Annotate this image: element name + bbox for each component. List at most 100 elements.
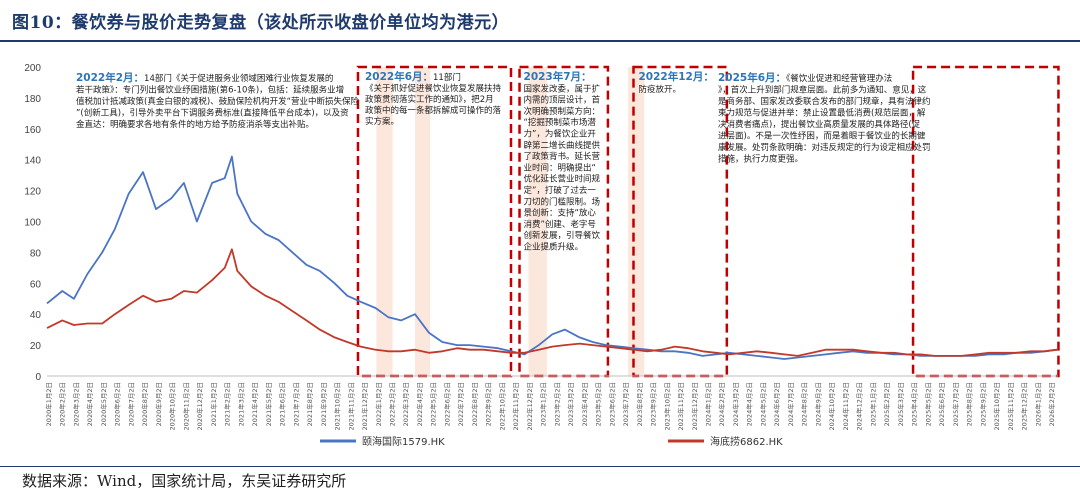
source-divider <box>0 466 1080 467</box>
y-tick-label: 160 <box>24 125 41 136</box>
y-tick-label: 20 <box>30 341 42 352</box>
x-tick-label: 2022年9月2日 <box>484 382 493 426</box>
x-tick-label: 2022年5月2日 <box>429 382 438 426</box>
y-tick-label: 100 <box>24 218 41 229</box>
legend-label: 海底捞6862.HK <box>710 435 783 448</box>
x-tick-label: 2023年1月2日 <box>539 382 548 426</box>
x-tick-label: 2025年6月2日 <box>937 382 946 426</box>
x-tick-label: 2021年12月2日 <box>360 382 369 430</box>
x-tick-label: 2023年11月2日 <box>676 382 685 430</box>
annotation-2023-07: 2023年7月：国家发改委，属于扩内需的顶层设计，首次明确预制菜方向：“挖掘预制… <box>524 70 601 253</box>
x-tick-label: 2024年8月2日 <box>800 382 809 426</box>
svg-text:2025年6月：《餐饮业促进和经营管理办法》，首次上升到部门: 2025年6月：《餐饮业促进和经营管理办法》，首次上升到部门规章层面。此前多为通… <box>718 71 931 165</box>
x-tick-label: 2025年8月2日 <box>965 382 974 426</box>
x-tick-label: 2025年4月2日 <box>910 382 919 426</box>
annotation-2022-06: 2022年6月：11部门《关于抓好促进餐饮业恢复发展扶持政策贯彻落实工作的通知》… <box>365 70 502 127</box>
x-tick-label: 2024年2月2日 <box>717 382 726 426</box>
x-tick-label: 2020年6月2日 <box>113 382 122 426</box>
x-tick-label: 2020年7月2日 <box>126 382 135 426</box>
svg-text:2022年12月：防疫放开。: 2022年12月：防疫放开。 <box>638 70 713 95</box>
x-tick-label: 2025年11月2日 <box>1006 382 1015 430</box>
x-tick-label: 2020年3月2日 <box>71 382 80 426</box>
x-tick-label: 2021年11月2日 <box>346 382 355 430</box>
x-tick-label: 2021年3月2日 <box>236 382 245 426</box>
highlight-band <box>376 67 393 376</box>
x-tick-label: 2025年9月2日 <box>978 382 987 426</box>
x-tick-label: 2022年11月2日 <box>511 382 520 430</box>
x-tick-label: 2021年1月2日 <box>209 382 218 426</box>
x-tick-label: 2023年6月2日 <box>607 382 616 426</box>
svg-text:2023年7月：国家发改委，属于扩内需的顶层设计，首次明确预: 2023年7月：国家发改委，属于扩内需的顶层设计，首次明确预制菜方向：“挖掘预制… <box>524 70 601 253</box>
x-tick-label: 2022年10月2日 <box>497 382 506 430</box>
x-tick-label: 2020年1月2日 <box>44 382 53 426</box>
y-tick-label: 200 <box>24 63 41 74</box>
x-tick-label: 2023年3月2日 <box>566 382 575 426</box>
y-tick-label: 180 <box>24 94 41 105</box>
x-tick-label: 2023年2月2日 <box>552 382 561 426</box>
x-tick-label: 2024年4月2日 <box>745 382 754 426</box>
legend-label: 颐海国际1579.HK <box>362 435 445 448</box>
x-tick-label: 2021年2月2日 <box>223 382 232 426</box>
x-tick-label: 2023年7月2日 <box>621 382 630 426</box>
x-tick-label: 2021年8月2日 <box>305 382 314 426</box>
annotation-2022-02: 2022年2月：14部门《关于促进服务业领域困难行业恢复发展的若干政策》：专门列… <box>76 71 360 130</box>
x-tick-label: 2023年4月2日 <box>580 382 589 426</box>
x-tick-label: 2023年10月2日 <box>662 382 671 430</box>
x-tick-label: 2025年2月2日 <box>882 382 891 426</box>
x-tick-label: 2020年10月2日 <box>168 382 177 430</box>
x-tick-label: 2025年3月2日 <box>896 382 905 426</box>
x-tick-label: 2022年4月2日 <box>415 382 424 426</box>
x-tick-label: 2021年6月2日 <box>278 382 287 426</box>
x-tick-label: 2024年5月2日 <box>758 382 767 426</box>
annotation-box <box>911 65 1060 378</box>
highlight-band <box>528 67 547 376</box>
axes: 0 20 40 60 80 100 120 140 160 180 200 <box>24 63 1058 383</box>
series-lines <box>46 155 1058 360</box>
x-tick-label: 2024年7月2日 <box>786 382 795 426</box>
x-tick-label: 2021年4月2日 <box>250 382 259 426</box>
x-tick-label: 2020年4月2日 <box>85 382 94 426</box>
x-tick-label: 2022年8月2日 <box>470 382 479 426</box>
y-tick-label: 140 <box>24 156 41 167</box>
x-tick-label: 2022年1月2日 <box>374 382 383 426</box>
x-tick-label: 2024年6月2日 <box>772 382 781 426</box>
x-tick-label: 2022年3月2日 <box>401 382 410 426</box>
y-tick-label: 40 <box>30 310 42 321</box>
annotation-box <box>632 65 729 378</box>
title-divider <box>0 40 1080 42</box>
x-tick-label: 2026年1月2日 <box>1033 382 1042 426</box>
x-tick-label: 2025年1月2日 <box>868 382 877 426</box>
x-tick-label: 2025年5月2日 <box>923 382 932 426</box>
highlight-band <box>414 67 431 376</box>
x-tick-label: 2025年12月2日 <box>1020 382 1029 430</box>
x-tick-label: 2020年11月2日 <box>181 382 190 430</box>
data-source: 数据来源：Wind，国家统计局，东吴证券研究所 <box>22 472 347 490</box>
x-tick-label: 2020年8月2日 <box>140 382 149 426</box>
x-tick-label: 2020年12月2日 <box>195 382 204 430</box>
svg-text:2022年2月：14部门《关于促进服务业领域困难行业恢复发展: 2022年2月：14部门《关于促进服务业领域困难行业恢复发展的若干政策》：专门列… <box>76 71 360 130</box>
x-tick-label: 2020年5月2日 <box>99 382 108 426</box>
x-tick-label: 2021年7月2日 <box>291 382 300 426</box>
x-tick-label: 2024年9月2日 <box>813 382 822 426</box>
x-tick-label: 2020年2月2日 <box>58 382 67 426</box>
x-tick-label: 2024年3月2日 <box>731 382 740 426</box>
x-tick-label: 2022年12月2日 <box>525 382 534 430</box>
annotation-2025-06: 2025年6月：《餐饮业促进和经营管理办法》，首次上升到部门规章层面。此前多为通… <box>718 71 931 165</box>
x-tick-label: 2023年9月2日 <box>649 382 658 426</box>
x-tick-label: 2025年7月2日 <box>951 382 960 426</box>
x-tick-labels: 2020年1月2日 2020年2月2日 2020年3月2日 2020年4月2日 2020… <box>44 382 1056 430</box>
x-tick-label: 2024年10月2日 <box>827 382 836 430</box>
x-tick-label: 2022年6月2日 <box>442 382 451 426</box>
y-tick-label: 60 <box>30 279 42 290</box>
annotation-2022-12: 2022年12月：防疫放开。 <box>638 70 713 95</box>
x-tick-label: 2021年9月2日 <box>319 382 328 426</box>
x-tick-label: 2024年1月2日 <box>704 382 713 426</box>
annotations: 2022年6月：11部门《关于抓好促进餐饮业恢复发展扶持政策贯彻落实工作的通知》… <box>76 70 931 253</box>
y-tick-label: 0 <box>35 372 41 383</box>
highlight-band <box>628 67 645 376</box>
y-tick-label: 80 <box>30 248 42 259</box>
svg-text:2022年6月：11部门《关于抓好促进餐饮业恢复发展扶持政策: 2022年6月：11部门《关于抓好促进餐饮业恢复发展扶持政策贯彻落实工作的通知》… <box>365 70 502 127</box>
y-tick-label: 120 <box>24 187 41 198</box>
x-tick-label: 2023年12月2日 <box>690 382 699 430</box>
